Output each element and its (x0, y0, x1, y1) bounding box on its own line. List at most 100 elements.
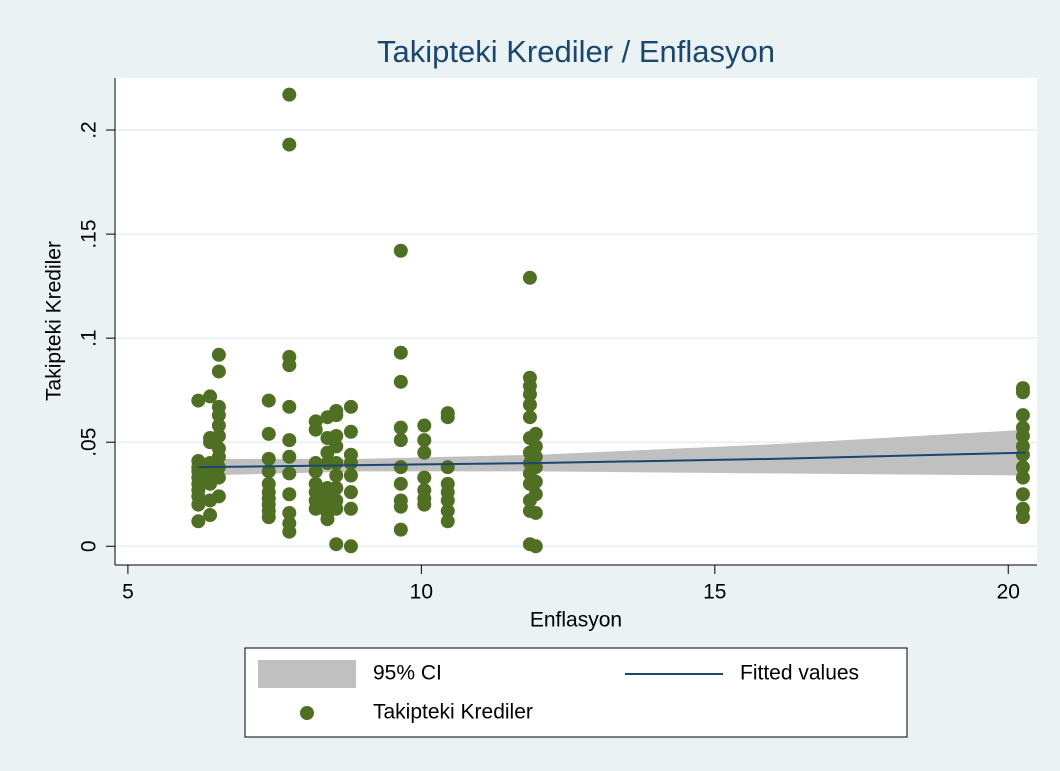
scatter-point (343, 456, 358, 471)
scatter-point (522, 270, 537, 285)
scatter-point (282, 137, 297, 152)
scatter-point (329, 468, 344, 483)
scatter-point (308, 501, 323, 516)
scatter-point (211, 470, 226, 485)
y-tick-label: 0 (78, 540, 101, 552)
scatter-point (191, 514, 206, 529)
scatter-point (417, 470, 432, 485)
scatter-point (1015, 447, 1030, 462)
scatter-point (261, 451, 276, 466)
legend-swatch (258, 660, 356, 688)
scatter-point (261, 426, 276, 441)
scatter-point (282, 433, 297, 448)
x-tick-label: 10 (410, 581, 433, 604)
scatter-point (329, 439, 344, 454)
scatter-point (343, 485, 358, 500)
scatter-point (282, 524, 297, 539)
scatter-point (417, 418, 432, 433)
scatter-point (393, 460, 408, 475)
scatter-point (191, 497, 206, 512)
scatter-point (343, 399, 358, 414)
scatter-point (211, 408, 226, 423)
scatter-point (1015, 510, 1030, 525)
scatter-point (211, 418, 226, 433)
fitted-line (198, 451, 1026, 469)
scatter-point (393, 345, 408, 360)
x-axis-title: Enflasyon (530, 609, 622, 632)
scatter-point (440, 493, 455, 508)
legend-label: Fitted values (740, 662, 859, 685)
scatter-point (329, 480, 344, 495)
scatter-point (329, 501, 344, 516)
scatter-point (282, 449, 297, 464)
scatter-point (528, 449, 543, 464)
scatter-point (261, 393, 276, 408)
scatter-point (393, 476, 408, 491)
scatter-point (211, 347, 226, 362)
scatter-point (191, 393, 206, 408)
scatter-point (1015, 408, 1030, 423)
scatter-point (1015, 470, 1030, 485)
scatter-point (522, 397, 537, 412)
scatter-point (393, 499, 408, 514)
scatter-point (261, 464, 276, 479)
scatter-point (329, 428, 344, 443)
scatter-point (211, 428, 226, 443)
scatter-point (211, 449, 226, 464)
scatter-point (440, 460, 455, 475)
scatter-point (528, 487, 543, 502)
scatter-point (329, 537, 344, 552)
x-tick-label: 15 (703, 581, 726, 604)
scatter-point (282, 358, 297, 373)
scatter-point (308, 422, 323, 437)
scatter-point (308, 464, 323, 479)
scatter-point (329, 408, 344, 423)
scatter-point (528, 426, 543, 441)
x-tick-label: 5 (122, 581, 134, 604)
scatter-point (393, 522, 408, 537)
scatter-point (1015, 385, 1030, 400)
scatter-point (261, 510, 276, 525)
plot-area (115, 78, 1037, 565)
legend-label: 95% CI (373, 662, 442, 685)
scatter-point (1015, 487, 1030, 502)
y-tick-label: .2 (78, 121, 101, 139)
scatter-point (211, 489, 226, 504)
scatter-point (417, 445, 432, 460)
scatter-point (282, 399, 297, 414)
scatter-point (417, 497, 432, 512)
scatter-point (282, 505, 297, 520)
y-tick-label: .15 (78, 219, 101, 248)
scatter-point (343, 424, 358, 439)
scatter-point (528, 505, 543, 520)
scatter-point (343, 501, 358, 516)
scatter-point (211, 364, 226, 379)
scatter-point (282, 487, 297, 502)
scatter-point (393, 420, 408, 435)
scatter-point (282, 87, 297, 102)
scatter-point (522, 410, 537, 425)
scatter-point (440, 503, 455, 518)
scatter-point (522, 387, 537, 402)
scatter-point (393, 433, 408, 448)
scatter-point (203, 389, 218, 404)
scatter-point (417, 433, 432, 448)
scatter-point (320, 512, 335, 527)
y-axis-title: Takipteki Krediler (43, 241, 66, 401)
scatter-point (1015, 460, 1030, 475)
scatter-point (329, 456, 344, 471)
x-tick-label: 20 (997, 581, 1020, 604)
scatter-point (343, 539, 358, 554)
scatter-point (203, 508, 218, 523)
legend-swatch (300, 706, 314, 720)
scatter-point (528, 539, 543, 554)
scatter-point (343, 468, 358, 483)
scatter-point (528, 474, 543, 489)
scatter-point (440, 514, 455, 529)
chart-title: Takipteki Krediler / Enflasyon (377, 34, 775, 69)
scatter-point (440, 410, 455, 425)
scatter-point (393, 243, 408, 258)
scatter-point (1015, 428, 1030, 443)
y-tick-label: .1 (78, 329, 101, 347)
